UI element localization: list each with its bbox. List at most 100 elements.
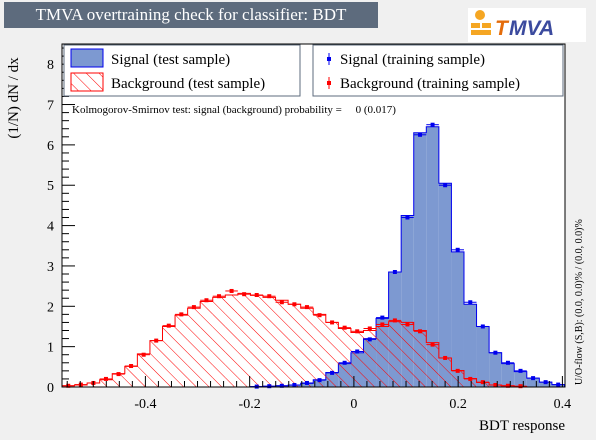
signal-training-marker — [430, 122, 435, 127]
signal-training-marker — [267, 384, 272, 389]
y-tick-label: 1 — [47, 341, 54, 356]
signal-training-marker — [543, 380, 548, 385]
legend-label-signal-test: Signal (test sample) — [111, 52, 230, 68]
background-test-bar — [225, 294, 238, 387]
signal-training-marker — [380, 315, 385, 320]
background-test-histogram — [61, 292, 565, 388]
background-test-bar — [137, 353, 150, 387]
logo-head — [475, 10, 485, 20]
background-training-marker — [380, 322, 385, 327]
background-test-bar — [187, 308, 201, 387]
ks-test-text: Kolmogorov-Smirnov test: signal (backgro… — [72, 104, 396, 116]
background-training-marker — [443, 355, 448, 360]
background-training-marker — [129, 364, 134, 369]
x-axis-ticks: -0.4 -0.2 0 0.2 0.4 — [66, 376, 571, 412]
background-test-bar — [463, 378, 477, 387]
signal-training-marker — [493, 350, 498, 355]
background-training-marker — [267, 294, 272, 299]
background-test-bar — [388, 321, 402, 387]
background-training-marker — [418, 329, 423, 334]
background-training-marker — [78, 382, 83, 387]
background-training-marker — [292, 302, 297, 307]
legend-swatch-background-test — [70, 72, 104, 92]
background-training-marker — [217, 294, 222, 299]
signal-training-marker — [455, 247, 460, 252]
logo-letters-mva: MVA — [509, 17, 554, 40]
signal-training-marker — [480, 324, 485, 329]
signal-training-marker — [443, 183, 448, 188]
y-tick-label: 4 — [47, 220, 54, 235]
background-training-marker — [355, 329, 360, 334]
legend-label-background-training: Background (training sample) — [340, 76, 520, 92]
signal-training-marker — [556, 382, 561, 387]
background-test-bar — [175, 315, 188, 387]
y-tick-label: 6 — [47, 139, 54, 154]
legend-marker-signal-training — [327, 57, 331, 61]
x-tick-label: 0.2 — [449, 397, 467, 412]
signal-training-marker — [405, 215, 410, 220]
legend-marker-background-training — [327, 81, 331, 85]
signal-test-bar — [413, 132, 427, 387]
background-test-bar — [250, 295, 263, 387]
background-training-marker — [254, 292, 259, 297]
background-test-bar — [262, 297, 276, 387]
background-training-marker — [304, 305, 309, 310]
signal-training-marker — [367, 337, 372, 342]
signal-test-bar — [438, 183, 452, 387]
background-training-marker — [317, 313, 322, 318]
x-axis-label: BDT response — [479, 418, 565, 434]
background-test-bar — [212, 297, 226, 387]
y-tick-label: 2 — [47, 300, 54, 315]
y-tick-label: 7 — [47, 99, 54, 114]
background-training-markers — [62, 288, 527, 389]
background-training-marker — [179, 312, 184, 317]
background-test-bar — [376, 326, 389, 387]
legend-right-box — [312, 44, 564, 97]
y-tick-label: 3 — [47, 260, 54, 275]
background-training-marker — [166, 323, 171, 328]
y-tick-label: 8 — [47, 58, 54, 73]
background-training-marker — [154, 338, 159, 343]
signal-training-marker — [392, 269, 397, 274]
signal-training-marker — [518, 368, 523, 373]
background-test-bar — [300, 308, 314, 387]
y-tick-label: 0 — [47, 381, 54, 396]
signal-test-bar — [526, 378, 540, 387]
legend-label-signal-training: Signal (training sample) — [340, 52, 485, 68]
background-test-bar — [112, 373, 125, 387]
signal-test-bar — [539, 382, 552, 387]
signal-training-marker — [292, 382, 297, 387]
signal-training-marker — [279, 383, 284, 388]
background-training-marker — [468, 376, 473, 381]
signal-training-marker — [355, 349, 360, 354]
tmva-logo: T MVA — [468, 8, 586, 42]
signal-test-bar — [501, 363, 515, 387]
background-test-bar — [275, 300, 289, 387]
overflow-text: U/O-flow (S,B): (0.0, 0.0)% / (0.0, 0.0)… — [574, 219, 585, 385]
x-tick-label: -0.4 — [134, 397, 156, 412]
signal-training-marker — [330, 370, 335, 375]
background-training-marker — [103, 376, 108, 381]
background-training-marker — [367, 326, 372, 331]
background-test-bar — [413, 330, 427, 387]
background-test-bar — [200, 301, 213, 387]
signal-test-bar — [451, 251, 464, 387]
plot-frame — [61, 43, 566, 388]
signal-training-marker — [418, 132, 423, 137]
signal-test-bar — [489, 352, 502, 387]
background-test-bar — [363, 330, 377, 387]
legend-swatch-signal-test — [70, 48, 104, 68]
logo-letter-t: T — [495, 17, 510, 40]
background-training-marker — [405, 322, 410, 327]
background-training-marker — [204, 298, 209, 303]
background-test-bar — [325, 322, 339, 387]
background-test-bar — [476, 382, 490, 387]
background-training-marker — [480, 380, 485, 385]
background-training-marker — [229, 288, 234, 293]
background-test-bar — [338, 328, 351, 387]
background-test-bar — [401, 322, 414, 387]
background-training-marker — [392, 318, 397, 323]
background-training-marker — [505, 383, 510, 388]
background-test-bar — [162, 326, 176, 387]
